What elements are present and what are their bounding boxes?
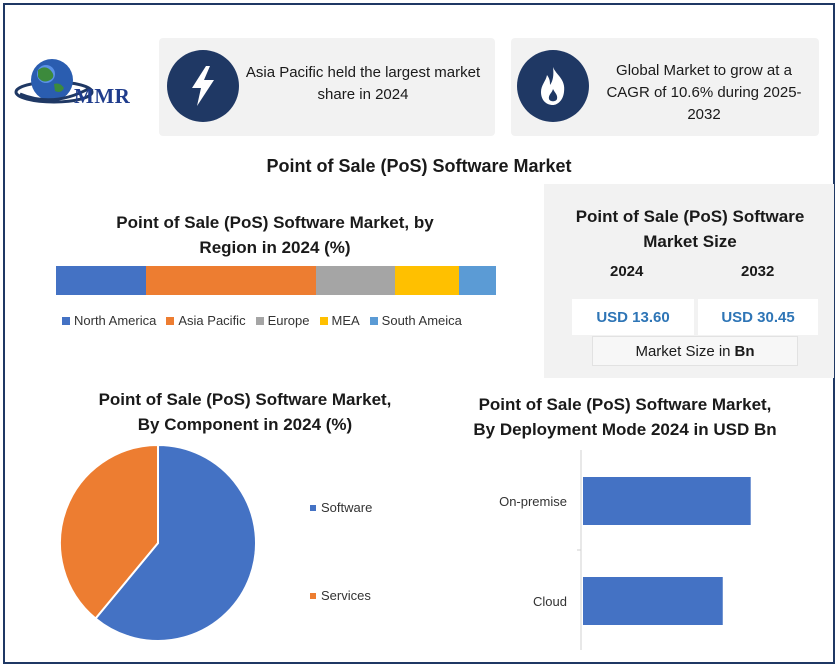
highlight-card-region: Asia Pacific held the largest market sha… [159, 38, 495, 136]
region-chart-title: Point of Sale (PoS) Software Market, by … [60, 210, 490, 260]
market-size-unit: Market Size in Bn [592, 336, 798, 366]
region-segment-south-ameica [458, 266, 496, 295]
bar-on-premise [583, 477, 751, 525]
legend-item: MEA [319, 313, 360, 328]
region-title-line2: Region in 2024 (%) [199, 238, 351, 257]
pie-legend-services: Services [310, 588, 371, 603]
highlight-card-cagr: Global Market to grow at a CAGR of 10.6%… [511, 38, 819, 136]
globe-icon [14, 59, 94, 104]
pie-slice-services [59, 443, 159, 620]
flame-icon [517, 50, 589, 122]
region-segment-north-america [56, 266, 147, 295]
deployment-chart-title: Point of Sale (PoS) Software Market, By … [450, 392, 800, 442]
region-segment-asia-pacific [146, 266, 316, 295]
region-segment-mea [394, 266, 459, 295]
legend-swatch [369, 316, 378, 325]
deployment-title-line1: Point of Sale (PoS) Software Market, [478, 395, 772, 414]
deployment-title-line2: By Deployment Mode 2024 in USD Bn [473, 420, 777, 439]
legend-item: South Ameica [369, 313, 462, 328]
mmr-logo: MMR [14, 54, 146, 110]
region-title-line1: Point of Sale (PoS) Software Market, by [116, 213, 434, 232]
unit-prefix: Market Size in [635, 342, 731, 360]
market-size-title: Point of Sale (PoS) Software Market Size [556, 204, 824, 254]
bar-cloud [583, 577, 723, 625]
legend-label: MEA [331, 313, 360, 328]
component-chart-title: Point of Sale (PoS) Software Market, By … [60, 387, 430, 437]
legend-swatch [166, 316, 175, 325]
card-cagr-line3: 2032 [687, 106, 721, 123]
legend-label: Asia Pacific [178, 313, 246, 328]
category-label-cloud: Cloud [533, 594, 567, 609]
card-region-line2: share in 2024 [317, 86, 409, 103]
category-label-on-premise: On-premise [499, 494, 567, 509]
legend-swatch-software [310, 504, 316, 511]
legend-label: North America [74, 313, 157, 328]
value-2032-box: USD 30.45 [698, 299, 818, 335]
card-cagr-line1: Global Market to grow at a [616, 62, 792, 79]
legend-label: Europe [267, 313, 310, 328]
legend-item: Europe [255, 313, 310, 328]
pie-legend-software: Software [310, 500, 372, 515]
legend-swatch [255, 316, 264, 325]
component-title-line2: By Component in 2024 (%) [137, 415, 353, 434]
logo-text: MMR [74, 84, 131, 108]
year-2024-label: 2024 [610, 263, 644, 280]
lightning-icon [167, 50, 239, 122]
deployment-bar-chart: On-premise Cloud [499, 450, 751, 650]
unit-value: Bn [734, 342, 755, 360]
value-2024-box: USD 13.60 [572, 299, 694, 335]
region-legend: North America Asia Pacific Europe MEA South … [62, 313, 462, 328]
card-cagr-line2: CAGR of 10.6% during 2025- [606, 84, 802, 101]
legend-label-services: Services [321, 588, 371, 603]
component-title-line1: Point of Sale (PoS) Software Market, [98, 390, 392, 409]
legend-label: South Ameica [381, 313, 462, 328]
legend-label-software: Software [321, 500, 373, 515]
pie-slice-software [94, 443, 257, 642]
legend-swatch [62, 316, 70, 325]
legend-swatch-services [310, 592, 316, 599]
market-size-title-line2: Market Size [643, 232, 737, 251]
region-segment-europe [315, 266, 395, 295]
legend-swatch [319, 316, 328, 325]
legend-item: North America [62, 313, 156, 328]
page-title: Point of Sale (PoS) Software Market [266, 156, 572, 176]
component-pie-chart [59, 443, 257, 642]
year-2032-label: 2032 [741, 263, 775, 280]
card-region-line1: Asia Pacific held the largest market [245, 64, 481, 81]
region-stacked-bar [56, 266, 496, 295]
market-size-title-line1: Point of Sale (PoS) Software [575, 207, 805, 226]
legend-item: Asia Pacific [166, 313, 246, 328]
